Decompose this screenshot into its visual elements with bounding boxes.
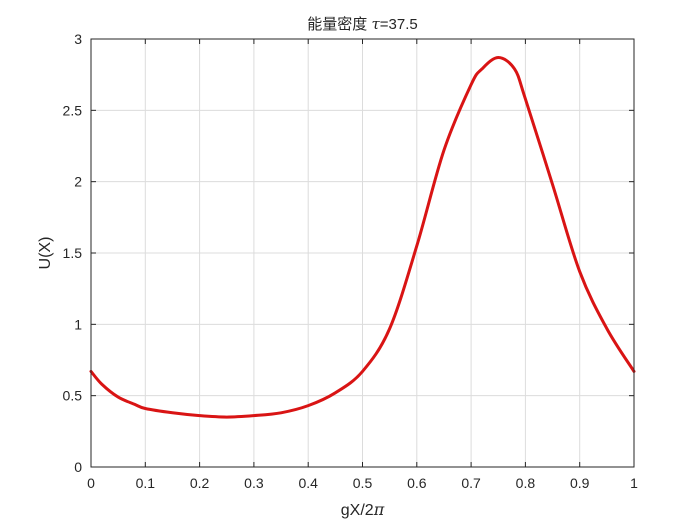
x-tick-label: 0.5 [353, 475, 373, 491]
x-tick-label: 0 [87, 475, 95, 491]
chart-title-symbol: τ [371, 15, 380, 33]
y-tick-label: 2.5 [63, 102, 83, 118]
chart-title-main: 能量密度 [307, 16, 371, 33]
x-tick-label: 0.4 [298, 475, 318, 491]
y-tick-label: 3 [74, 31, 82, 47]
x-tick-label: 0.8 [516, 475, 536, 491]
y-tick-label: 1 [74, 316, 82, 332]
series-layer [89, 56, 636, 419]
x-axis-label: gX/2π [341, 500, 385, 519]
x-tick-label: 0.6 [407, 475, 427, 491]
x-axis-label-symbol: π [373, 500, 385, 519]
y-axis-label: U(X) [37, 237, 54, 270]
x-tick-label: 0.7 [461, 475, 481, 491]
axis-ticks: 0 0.1 0.2 0.3 0.4 0.5 0.6 0.7 0.8 0.9 1 0 0.5 1 1.5 2 2.… [63, 31, 639, 491]
y-tick-label: 0.5 [63, 388, 83, 404]
y-tick-label: 1.5 [63, 245, 83, 261]
x-axis-label-main: gX/2 [341, 502, 374, 519]
series-line [89, 56, 636, 419]
grid [90, 38, 635, 468]
x-tick-label: 0.1 [136, 475, 156, 491]
chart-title: 能量密度 τ=37.5 [307, 15, 417, 33]
y-tick-label: 2 [74, 174, 82, 190]
x-tick-label: 1 [630, 475, 638, 491]
x-tick-label: 0.3 [244, 475, 264, 491]
x-tick-label: 0.2 [190, 475, 210, 491]
x-tick-label: 0.9 [570, 475, 590, 491]
y-tick-label: 0 [74, 459, 82, 475]
chart-title-value: =37.5 [380, 16, 418, 33]
